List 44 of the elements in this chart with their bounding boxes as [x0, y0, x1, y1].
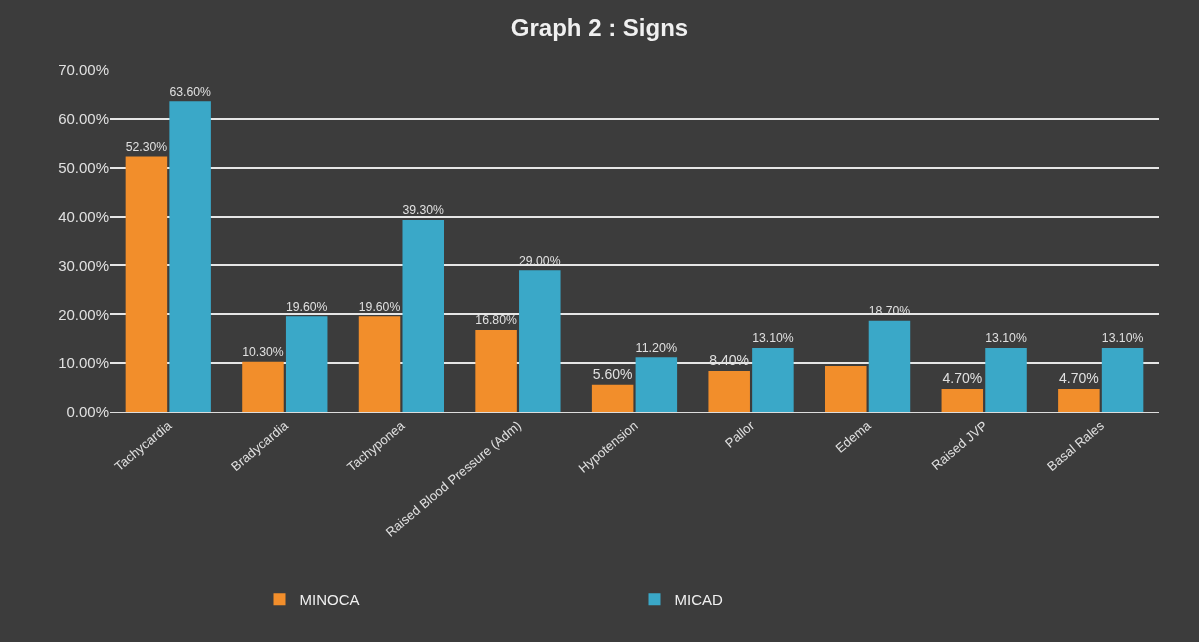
data-label: 63.60%	[169, 84, 211, 99]
bar	[708, 370, 750, 412]
legend-label: MINOCA	[299, 591, 360, 609]
bar	[475, 329, 517, 412]
data-label: 5.60%	[592, 365, 633, 382]
legend-label: MICAD	[674, 591, 723, 609]
data-label: 39.30%	[402, 203, 445, 218]
data-label: 19.60%	[285, 299, 328, 314]
data-label: 13.10%	[752, 331, 794, 346]
bar	[242, 361, 284, 412]
data-label: 13.10%	[985, 331, 1027, 346]
data-label: 29.00%	[519, 253, 561, 268]
y-tick-label: 10.00%	[58, 354, 109, 372]
bar	[825, 366, 867, 412]
bar	[868, 320, 911, 412]
y-tick-label: 20.00%	[58, 305, 109, 323]
bar	[985, 348, 1027, 412]
data-label: 4.70%	[942, 370, 983, 387]
y-tick-label: 40.00%	[58, 207, 109, 225]
bar	[169, 101, 211, 412]
bar	[402, 219, 444, 412]
data-label: 10.30%	[242, 345, 284, 360]
y-tick-label: 50.00%	[58, 158, 109, 176]
bar	[125, 156, 168, 412]
data-label: 11.20%	[635, 340, 678, 355]
data-label: 16.80%	[475, 313, 517, 328]
bar	[635, 357, 678, 412]
bar	[285, 316, 328, 412]
bar	[1101, 348, 1144, 412]
bar	[941, 389, 984, 412]
bar	[1058, 389, 1100, 412]
y-tick-label: 60.00%	[58, 110, 109, 128]
data-label: 19.60%	[358, 299, 401, 314]
bar	[591, 384, 634, 412]
data-label: 13.10%	[1101, 331, 1144, 346]
bar	[752, 348, 794, 412]
y-tick-label: 70.00%	[58, 61, 109, 79]
bar	[519, 270, 561, 412]
chart-title: Graph 2 : Signs	[510, 14, 689, 42]
y-tick-label: 0.00%	[66, 403, 109, 421]
data-label: 52.30%	[125, 139, 168, 154]
bar	[358, 316, 401, 412]
data-label: 4.70%	[1059, 370, 1099, 387]
y-tick-label: 30.00%	[58, 256, 109, 274]
